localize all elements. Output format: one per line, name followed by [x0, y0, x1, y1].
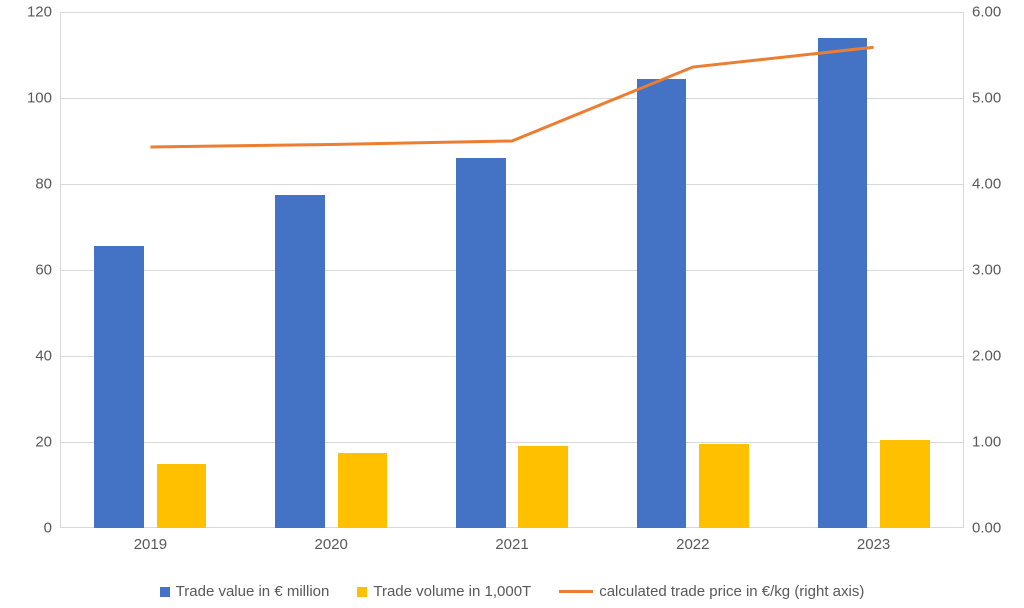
trade-chart: 0 20 40 60 80 100 120 0.00 1.00 2.00 3.00 4.00 5.00 6… — [0, 0, 1024, 608]
legend-label: calculated trade price in €/kg (right ax… — [599, 583, 864, 600]
x-tick: 2021 — [495, 528, 528, 553]
legend-item: Trade volume in 1,000T — [357, 583, 531, 600]
y-left-tick: 120 — [2, 4, 60, 21]
legend-item: Trade value in € million — [160, 583, 330, 600]
legend-swatch — [357, 587, 367, 597]
y-right-tick: 0.00 — [964, 520, 1022, 537]
y-right-tick: 5.00 — [964, 90, 1022, 107]
x-tick: 2022 — [676, 528, 709, 553]
y-left-tick: 60 — [2, 262, 60, 279]
line-series — [60, 12, 964, 528]
y-left-tick: 0 — [2, 520, 60, 537]
y-right-tick: 3.00 — [964, 262, 1022, 279]
legend-line-icon — [559, 590, 593, 593]
y-right-tick: 1.00 — [964, 434, 1022, 451]
x-tick: 2023 — [857, 528, 890, 553]
plot-area: 0204060801001200.001.002.003.004.005.006… — [60, 12, 964, 528]
y-right-tick: 4.00 — [964, 176, 1022, 193]
legend-label: Trade value in € million — [176, 583, 330, 600]
legend-swatch — [160, 587, 170, 597]
x-tick: 2020 — [315, 528, 348, 553]
legend-item: calculated trade price in €/kg (right ax… — [559, 583, 864, 600]
y-right-tick: 2.00 — [964, 348, 1022, 365]
x-tick: 2019 — [134, 528, 167, 553]
y-left-tick: 100 — [2, 90, 60, 107]
y-left-tick: 40 — [2, 348, 60, 365]
legend-label: Trade volume in 1,000T — [373, 583, 531, 600]
legend: Trade value in € million Trade volume in … — [0, 583, 1024, 600]
y-left-tick: 20 — [2, 434, 60, 451]
y-left-tick: 80 — [2, 176, 60, 193]
y-right-tick: 6.00 — [964, 4, 1022, 21]
